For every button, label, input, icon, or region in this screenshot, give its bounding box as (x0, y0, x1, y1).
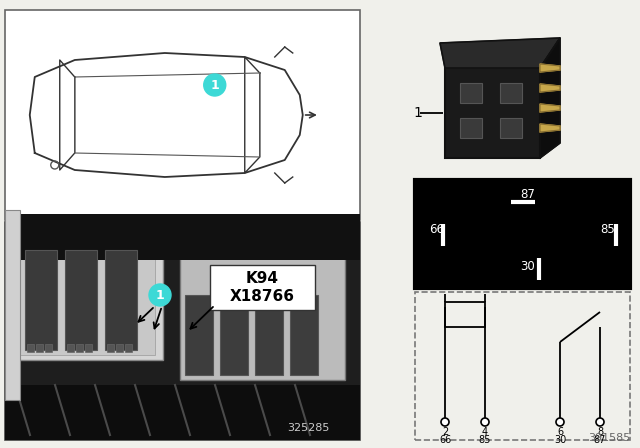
Text: 1: 1 (413, 106, 422, 120)
Bar (210, 265, 315, 310)
Bar (445, 302, 485, 327)
Text: 66: 66 (439, 435, 451, 445)
Bar (500, 83, 522, 103)
Circle shape (481, 418, 489, 426)
Bar (85, 344, 92, 352)
Bar (5, 222, 360, 440)
Bar (116, 344, 123, 352)
Bar (255, 295, 283, 375)
Polygon shape (540, 84, 560, 92)
Bar (20, 237, 155, 355)
Bar (5, 10, 360, 220)
Bar (220, 295, 248, 375)
Text: 8: 8 (597, 427, 603, 437)
Bar (460, 118, 482, 138)
Text: 85: 85 (479, 435, 491, 445)
Polygon shape (540, 38, 560, 158)
Circle shape (441, 418, 449, 426)
Bar (415, 180, 630, 288)
Polygon shape (540, 104, 560, 112)
Bar (5, 222, 360, 440)
Bar (180, 225, 345, 380)
Text: 325285: 325285 (287, 423, 330, 433)
Bar (460, 83, 482, 103)
Circle shape (149, 284, 171, 306)
Bar (5, 385, 360, 440)
Bar (415, 292, 630, 440)
Text: 30: 30 (554, 435, 566, 445)
Bar (500, 118, 522, 138)
Polygon shape (540, 124, 560, 132)
Polygon shape (440, 38, 560, 68)
Text: 6: 6 (557, 427, 563, 437)
Bar (107, 344, 114, 352)
Text: 1: 1 (156, 289, 164, 302)
Text: 87: 87 (594, 435, 606, 445)
Text: 87: 87 (520, 188, 535, 201)
Bar (290, 295, 318, 375)
Bar (445, 68, 540, 158)
Bar (13, 230, 163, 360)
Text: X18766: X18766 (230, 289, 294, 303)
Circle shape (556, 418, 564, 426)
Text: K94: K94 (246, 271, 278, 285)
Circle shape (596, 418, 604, 426)
Bar (45, 344, 52, 352)
Bar (65, 250, 97, 350)
Bar (185, 295, 213, 375)
Text: 2: 2 (442, 427, 448, 437)
Bar (5, 214, 360, 260)
Text: 66: 66 (429, 223, 444, 236)
Text: 30: 30 (520, 259, 535, 272)
Bar (125, 344, 132, 352)
Bar (67, 344, 74, 352)
Text: 1: 1 (211, 78, 219, 91)
Text: 4: 4 (482, 427, 488, 437)
Polygon shape (540, 64, 560, 72)
Text: 85: 85 (600, 223, 615, 236)
Circle shape (204, 74, 226, 96)
Bar (36, 344, 43, 352)
Text: 391585: 391585 (588, 433, 630, 443)
Bar (76, 344, 83, 352)
Bar (5, 210, 20, 400)
Bar (27, 344, 34, 352)
Bar (105, 250, 137, 350)
Bar (25, 250, 57, 350)
